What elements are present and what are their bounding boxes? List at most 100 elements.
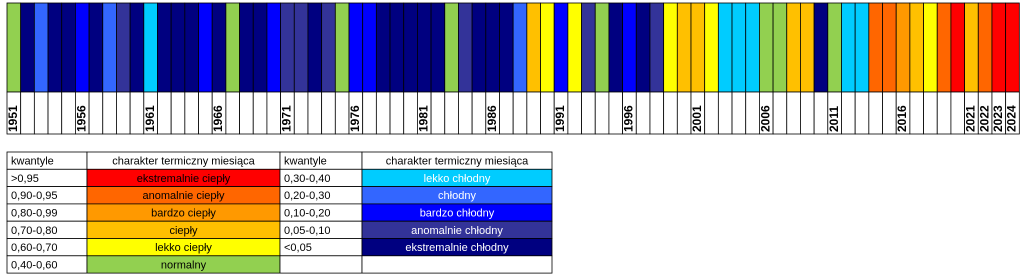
year-cell — [375, 91, 391, 135]
year-cell — [704, 91, 719, 135]
stripe — [88, 2, 104, 93]
stripe — [321, 2, 336, 93]
year-label: 1956 — [74, 105, 88, 132]
year-cell — [663, 91, 678, 135]
year-label: 1991 — [553, 105, 567, 132]
stripe — [266, 2, 282, 93]
stripe — [800, 2, 815, 93]
stripe — [499, 2, 514, 93]
stripe — [348, 2, 364, 93]
year-cell — [635, 91, 651, 135]
year-cell — [649, 91, 665, 135]
stripe — [649, 2, 665, 93]
stripe — [882, 2, 897, 93]
stripe — [704, 2, 719, 93]
stripe — [594, 2, 610, 93]
stripe — [977, 2, 993, 93]
stripe — [745, 2, 760, 93]
year-cell — [1005, 91, 1020, 135]
year-cell — [293, 91, 309, 135]
year-cell — [772, 91, 788, 135]
stripe — [936, 2, 952, 93]
year-label: 2006 — [758, 105, 772, 132]
year-label: 1996 — [622, 105, 636, 132]
stripe — [731, 2, 747, 93]
year-cell — [882, 91, 897, 135]
stripe — [895, 2, 911, 93]
stripe — [964, 2, 979, 93]
stripe — [61, 2, 76, 93]
year-cell — [20, 91, 35, 135]
legend-header: charakter termiczny miesiąca — [386, 156, 529, 168]
legend-class: normalny — [161, 259, 207, 271]
stripe — [33, 2, 49, 93]
stripe — [293, 2, 309, 93]
stripe — [827, 2, 842, 93]
legend-quantile: 0,60-0,70 — [11, 242, 57, 254]
year-label: 1951 — [6, 105, 20, 132]
legend-header: kwantyle — [11, 156, 54, 168]
legend-class: ekstremalnie ciepły — [137, 173, 231, 185]
stripe — [170, 2, 186, 93]
stripe — [129, 2, 145, 93]
year-cell — [868, 91, 883, 135]
legend-class: ekstremalnie chłodny — [405, 242, 509, 254]
legend-class: bardzo chłodny — [420, 207, 495, 219]
stripe — [444, 2, 459, 93]
year-cell — [321, 91, 336, 135]
year-cell — [800, 91, 815, 135]
stripe — [20, 2, 35, 93]
year-label: 2016 — [895, 105, 909, 132]
year-cell — [854, 91, 870, 135]
legend-header: kwantyle — [284, 156, 327, 168]
legend-class: anomalnie chłodny — [411, 225, 503, 237]
year-label: 2001 — [690, 105, 704, 132]
year-cell — [512, 91, 528, 135]
year-cell — [334, 91, 350, 135]
stripe — [581, 2, 596, 93]
stripe — [430, 2, 446, 93]
stripe — [526, 2, 541, 93]
stripe — [553, 2, 569, 93]
year-cell — [307, 91, 323, 135]
stripe — [184, 2, 199, 93]
year-cell — [786, 91, 801, 135]
legend-quantile: 0,70-0,80 — [11, 225, 57, 237]
year-cell — [88, 91, 104, 135]
stripe — [280, 2, 295, 93]
legend-empty-cell — [279, 255, 363, 274]
year-cell — [676, 91, 692, 135]
year-cell — [239, 91, 254, 135]
legend-class: lekko chłodny — [424, 173, 491, 185]
year-cell — [841, 91, 856, 135]
legend-class: bardzo ciepły — [151, 207, 216, 219]
year-cell — [157, 91, 172, 135]
year-cell — [608, 91, 623, 135]
legend-class: anomalnie ciepły — [143, 190, 225, 202]
stripe — [540, 2, 555, 93]
year-label: 2022 — [977, 105, 991, 132]
stripe — [663, 2, 678, 93]
legend-quantile: >0,95 — [11, 173, 39, 185]
year-cell — [581, 91, 596, 135]
stripe — [485, 2, 500, 93]
year-cell — [184, 91, 199, 135]
stripe — [252, 2, 268, 93]
year-label: 1961 — [143, 105, 157, 132]
year-label: 2023 — [991, 105, 1005, 132]
stripe — [225, 2, 240, 93]
year-cell — [950, 91, 965, 135]
year-cell — [540, 91, 555, 135]
stripe — [567, 2, 582, 93]
year-cell — [717, 91, 733, 135]
year-label: 1971 — [280, 105, 294, 132]
stripe — [923, 2, 938, 93]
legend-quantile: 0,80-0,99 — [11, 207, 57, 219]
legend-header: charakter termiczny miesiąca — [112, 156, 255, 168]
stripe — [157, 2, 172, 93]
year-cell — [403, 91, 418, 135]
year-cell — [936, 91, 952, 135]
year-label: 2024 — [1005, 105, 1019, 132]
year-cell — [499, 91, 514, 135]
stripe — [6, 2, 22, 93]
